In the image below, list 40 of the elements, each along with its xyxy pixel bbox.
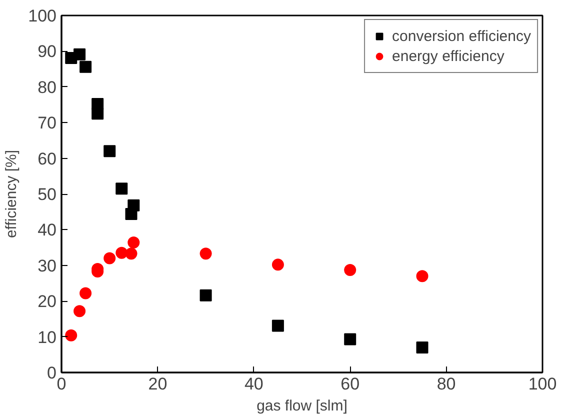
point xyxy=(272,258,284,271)
y-tick-label: 80 xyxy=(38,78,57,97)
y-tick-label: 100 xyxy=(28,6,57,26)
point xyxy=(116,182,128,195)
point xyxy=(128,236,140,249)
point xyxy=(344,264,356,276)
x-tick-label: 60 xyxy=(340,374,360,394)
y-tick-label: 90 xyxy=(38,42,57,62)
point xyxy=(200,248,212,260)
y-tick-label: 30 xyxy=(38,256,57,276)
point xyxy=(104,252,116,264)
point xyxy=(416,342,428,354)
x-tick-label: 100 xyxy=(528,374,557,394)
point xyxy=(74,48,86,60)
point xyxy=(344,333,356,346)
point xyxy=(80,60,92,73)
y-tick-label: 10 xyxy=(38,328,57,347)
y-tick-label: 20 xyxy=(38,292,57,312)
y-axis-title: efficiency [%] xyxy=(3,150,20,238)
point xyxy=(104,145,116,158)
point xyxy=(272,320,284,332)
y-tick-label: 70 xyxy=(38,114,57,133)
y-tick-label: 40 xyxy=(38,220,57,240)
legend-label: energy efficiency xyxy=(392,48,504,64)
point xyxy=(128,199,140,212)
x-tick-label: 80 xyxy=(436,374,456,394)
point xyxy=(80,287,92,300)
x-tick-label: 40 xyxy=(244,374,264,394)
point xyxy=(65,329,78,342)
y-tick-label: 60 xyxy=(38,149,57,168)
point xyxy=(74,305,86,318)
x-axis-title: gas flow [slm] xyxy=(256,398,348,414)
y-tick-label: 50 xyxy=(38,185,57,204)
point xyxy=(416,270,428,282)
point xyxy=(200,289,212,302)
point xyxy=(92,108,104,120)
x-tick-label: 20 xyxy=(148,374,168,394)
point xyxy=(116,246,128,259)
point xyxy=(125,248,138,260)
legend-label: conversion efficiency xyxy=(392,28,531,44)
